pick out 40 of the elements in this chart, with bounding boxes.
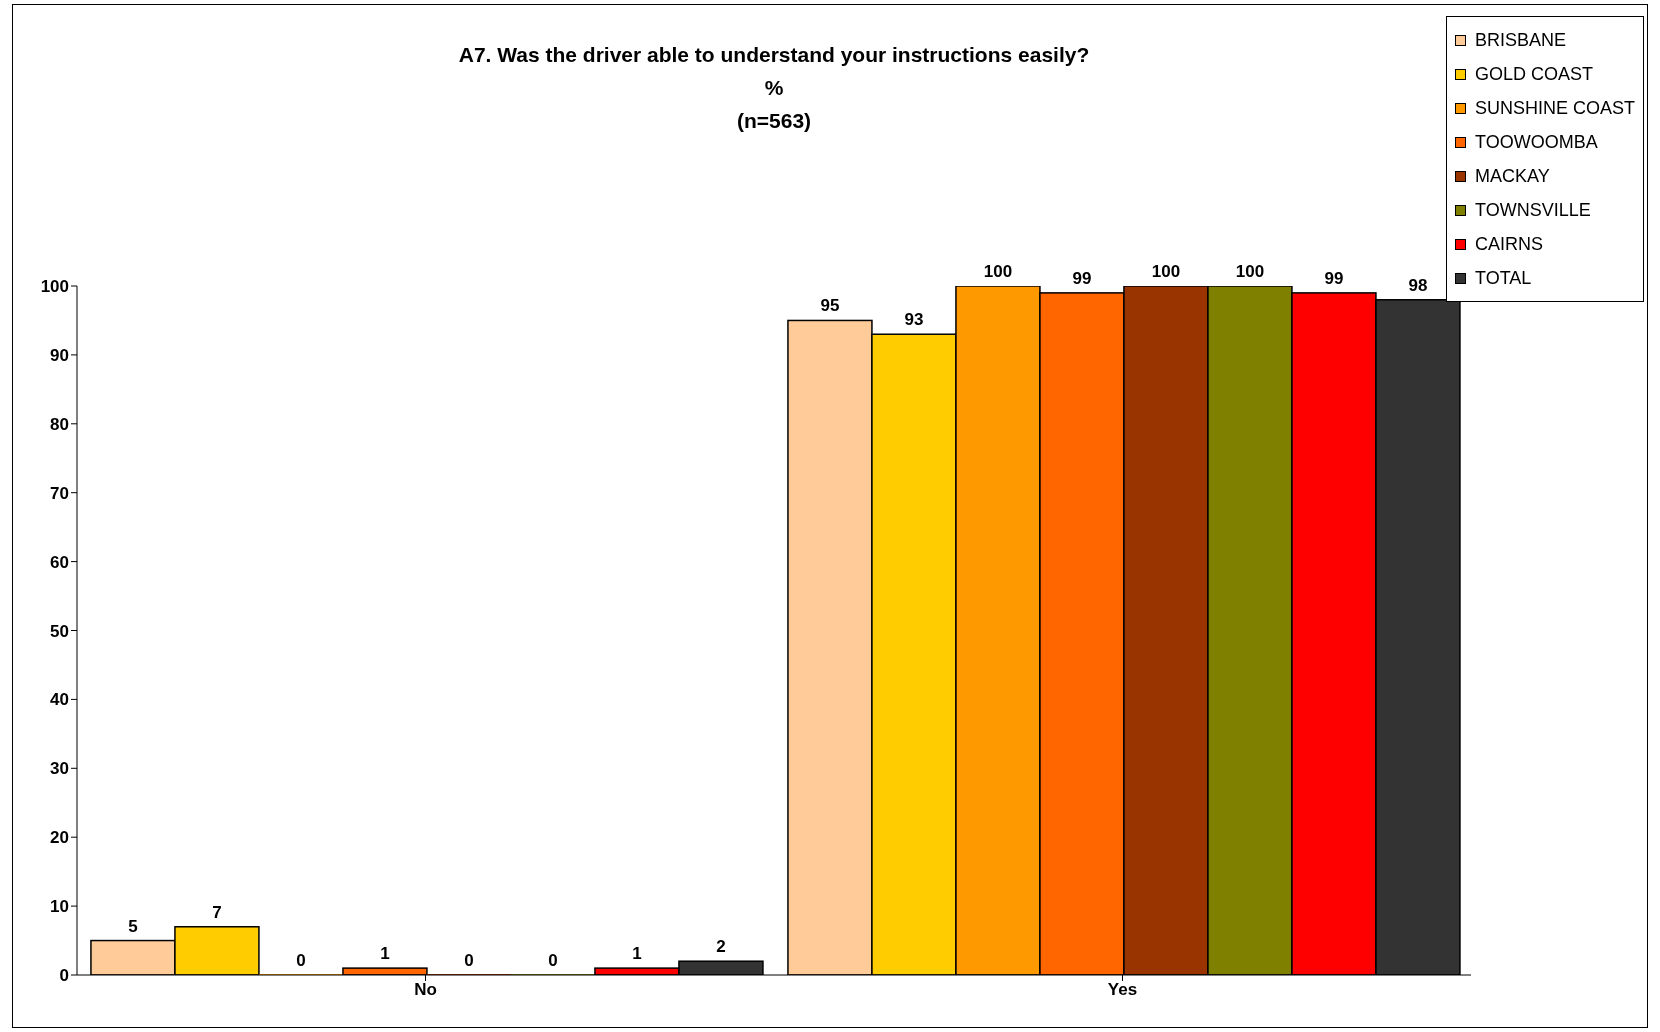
data-label: 1 <box>380 944 390 964</box>
legend-label: BRISBANE <box>1474 29 1566 51</box>
y-tick-label: 40 <box>50 690 69 710</box>
y-tick-label: 0 <box>59 966 69 986</box>
data-label: 99 <box>1324 268 1344 288</box>
x-tick-label: Yes <box>1107 980 1138 1000</box>
data-label: 1 <box>632 944 642 964</box>
chart-title: A7. Was the driver able to understand your instructions easily? <box>457 42 1091 68</box>
data-label: 95 <box>820 296 840 316</box>
data-label: 5 <box>128 916 138 936</box>
y-tick-label: 90 <box>50 345 69 365</box>
text: (n=563) <box>735 108 813 134</box>
y-tick-label: 20 <box>50 828 69 848</box>
data-label: 7 <box>212 902 222 922</box>
data-label: 98 <box>1408 275 1428 295</box>
chart-subtitle: % <box>763 75 785 101</box>
data-label: 0 <box>464 951 474 970</box>
data-label: 0 <box>296 951 306 970</box>
data-label: 2 <box>716 937 726 957</box>
legend-label: MACKAY <box>1474 165 1550 187</box>
y-tick-label: 100 <box>40 277 69 297</box>
data-label: 100 <box>1235 262 1265 281</box>
data-label: 0 <box>548 951 558 970</box>
x-tick-label: No <box>414 980 437 1000</box>
legend-label: CAIRNS <box>1474 233 1543 255</box>
y-tick-label: 70 <box>50 483 69 503</box>
y-tick-label: 50 <box>50 621 69 641</box>
y-tick-label: 80 <box>50 414 69 434</box>
data-label: 100 <box>1151 262 1181 281</box>
y-tick-label: 60 <box>50 552 69 572</box>
data-label: 93 <box>904 310 924 330</box>
y-tick-label: 30 <box>50 759 69 779</box>
legend-label: TOWNSVILLE <box>1474 199 1591 221</box>
data-label: 100 <box>983 262 1013 281</box>
legend-label: TOOWOOMBA <box>1474 131 1598 153</box>
data-label: 99 <box>1072 268 1092 288</box>
y-tick-label: 10 <box>50 897 69 917</box>
legend-label: TOTAL <box>1474 267 1532 289</box>
legend-label: SUNSHINE COAST <box>1474 97 1635 119</box>
legend-label: GOLD COAST <box>1474 63 1593 85</box>
